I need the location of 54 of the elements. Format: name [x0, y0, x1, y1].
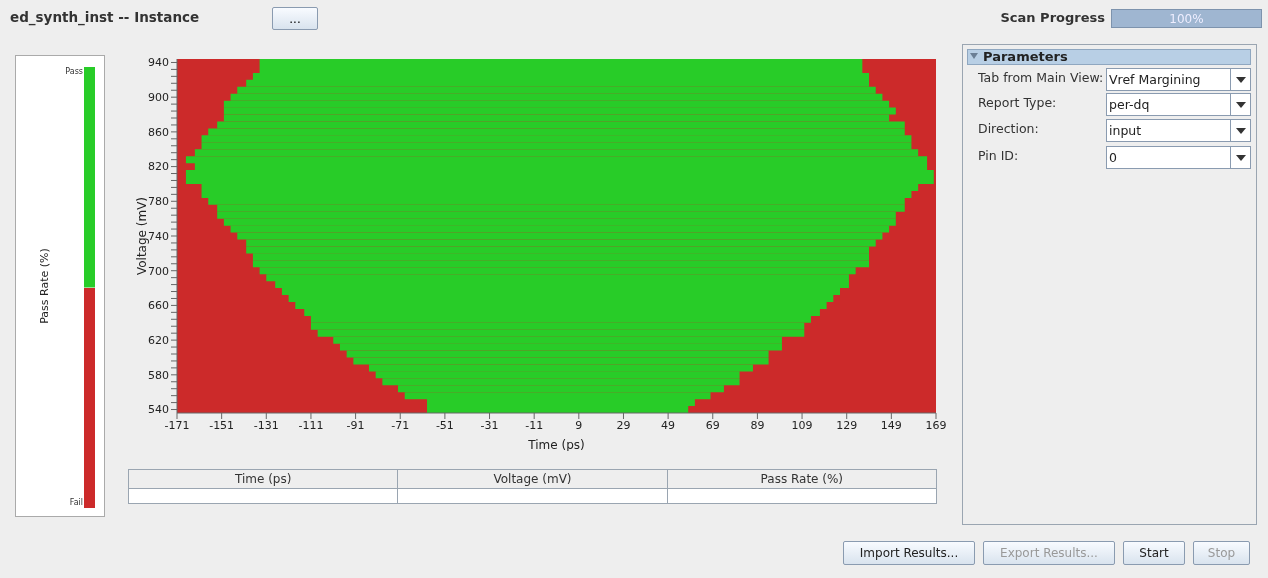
y-axis-title: Voltage (mV): [135, 196, 149, 276]
y-tick-label: 860: [148, 125, 169, 139]
text: 100%: [1111, 9, 1262, 28]
y-tick-label: 620: [148, 334, 169, 348]
text: Report Type:: [978, 95, 1057, 110]
x-tick-label: -151: [209, 418, 235, 432]
text: Time (ps): [129, 470, 398, 489]
y-tick-label: 740: [148, 229, 169, 243]
y-tick-label: 940: [148, 56, 169, 70]
y-tick-label: 820: [148, 160, 169, 174]
x-axis-title: Time (ps): [527, 438, 585, 452]
x-tick-label: 89: [750, 418, 765, 432]
text: Import Results...: [843, 541, 975, 565]
x-tick-label: -31: [480, 418, 499, 432]
text: input: [1106, 119, 1251, 142]
x-tick-label: 129: [836, 418, 858, 432]
text: Parameters: [983, 49, 1068, 65]
text: per-dq: [1106, 93, 1251, 116]
text: Tab from Main View:: [978, 70, 1104, 85]
legend-title: Pass Rate (%): [37, 248, 51, 324]
x-tick-label: -171: [164, 418, 190, 432]
y-tick-label: 700: [148, 264, 169, 278]
chart-title: ed_synth_inst -- Instance: [10, 9, 200, 25]
x-tick-label: -51: [435, 418, 454, 432]
text: Start: [1123, 541, 1185, 565]
x-tick-label: 109: [791, 418, 813, 432]
legend-label: Pass: [65, 67, 83, 77]
x-tick-label: 49: [661, 418, 676, 432]
x-tick-label: -131: [253, 418, 279, 432]
legend-label: Fail: [69, 498, 83, 508]
text: ...: [272, 7, 318, 30]
y-tick-label: 660: [148, 299, 169, 313]
x-tick-label: 29: [616, 418, 631, 432]
x-tick-label: -71: [391, 418, 410, 432]
x-tick-label: 149: [880, 418, 902, 432]
text: 0: [1106, 146, 1251, 169]
text: Stop: [1193, 541, 1250, 565]
y-tick-label: 540: [148, 403, 169, 417]
x-tick-label: 9: [575, 418, 583, 432]
x-tick-label: 169: [925, 418, 947, 432]
text: Direction:: [978, 121, 1039, 136]
y-tick-label: 780: [148, 195, 169, 209]
text: Pass Rate (%): [667, 470, 936, 489]
text: Voltage (mV): [398, 470, 667, 489]
text: Vref Margining: [1106, 68, 1251, 91]
text: Scan Progress: [1000, 10, 1105, 25]
x-tick-label: -11: [525, 418, 544, 432]
text: Pin ID:: [978, 148, 1019, 163]
x-tick-label: -91: [346, 418, 365, 432]
y-tick-label: 580: [148, 368, 169, 382]
x-tick-label: 69: [705, 418, 720, 432]
y-tick-label: 900: [148, 91, 169, 105]
text: Export Results...: [983, 541, 1115, 565]
x-tick-label: -111: [298, 418, 324, 432]
